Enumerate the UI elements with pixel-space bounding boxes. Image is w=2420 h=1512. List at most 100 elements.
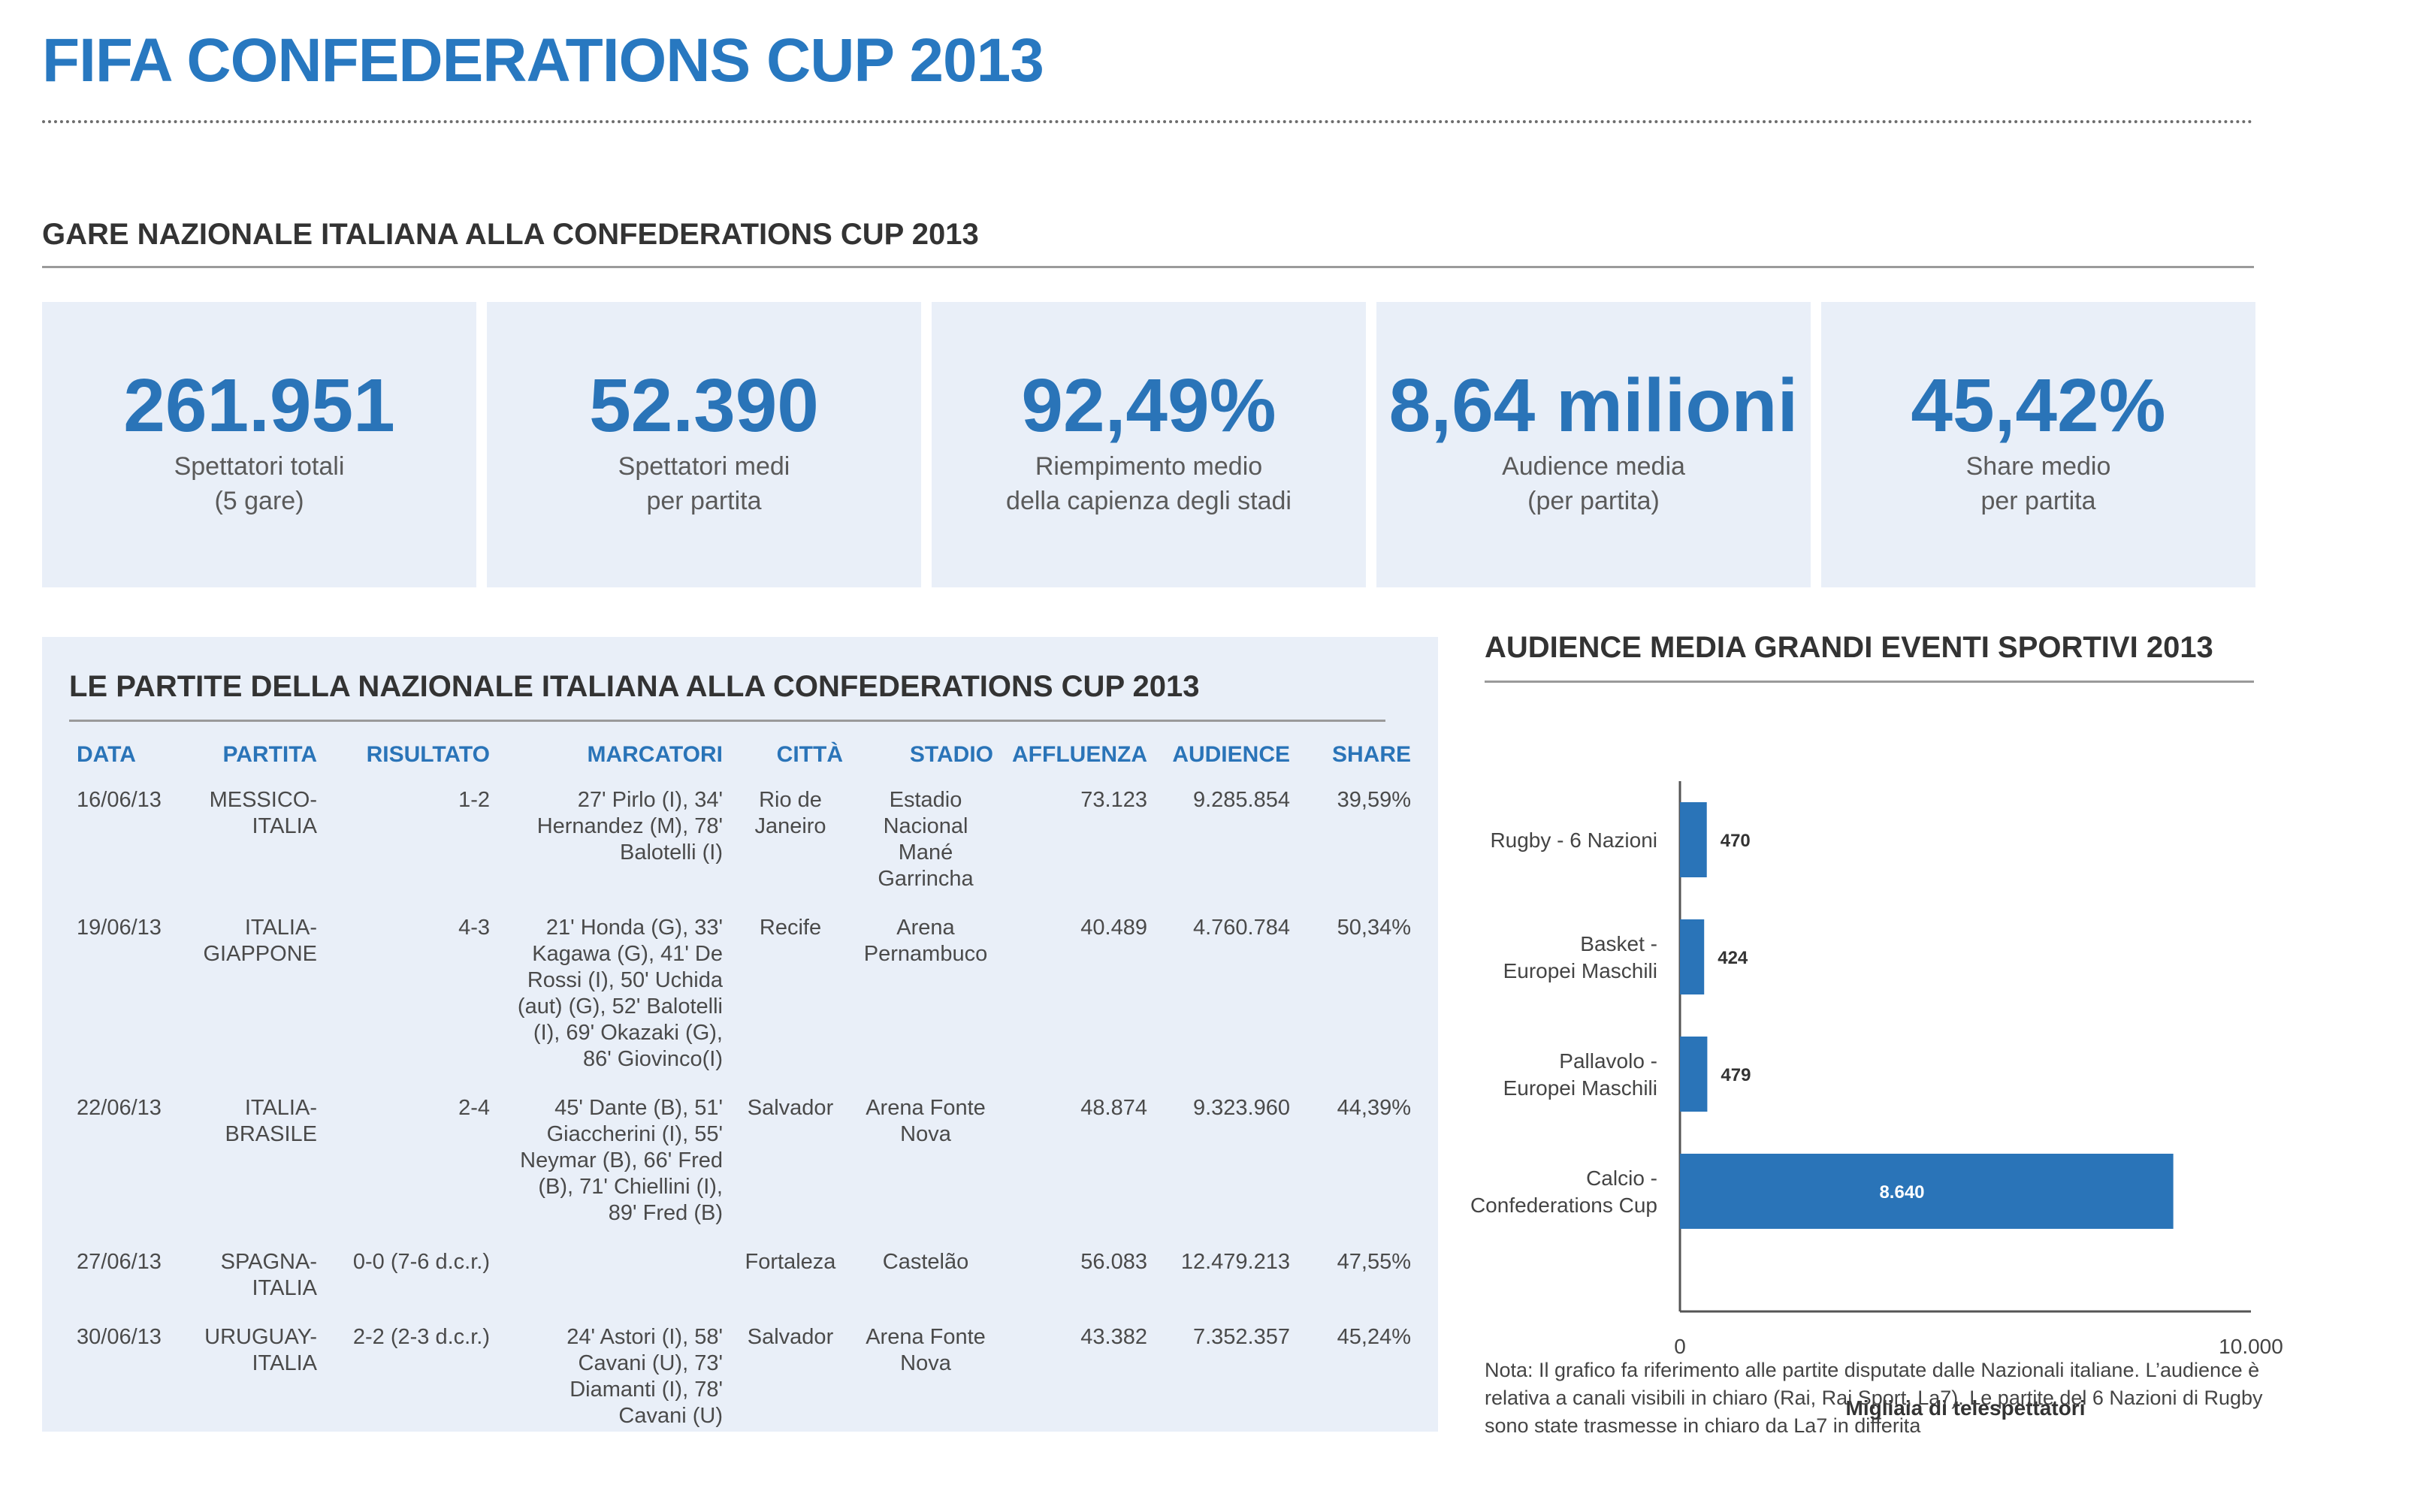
x-axis-label: Migliaia di telespettatori [1846, 1396, 2086, 1420]
column-header: AUDIENCE [1172, 742, 1290, 767]
bar [1680, 802, 1707, 877]
table-header-row: DATA PARTITA RISULTATO MARCATORI CITTÀ S… [69, 742, 1418, 787]
stat-card-stadium-fill: 92,49% Riempimento medio della capienza … [932, 302, 1366, 587]
chart-title: AUDIENCE MEDIA GRANDI EVENTI SPORTIVI 20… [1485, 631, 2213, 664]
cell-match: MESSICO- ITALIA [209, 788, 317, 838]
matches-panel: LE PARTITE DELLA NAZIONALE ITALIANA ALLA… [42, 637, 1438, 1432]
cell-date: 16/06/13 [77, 788, 162, 812]
stat-label: Share medio per partita [1965, 452, 2111, 515]
cell-match: URUGUAY- ITALIA [204, 1325, 317, 1375]
cell-share: 47,55% [1337, 1250, 1411, 1274]
matches-rule [69, 720, 1385, 722]
table-row: 27/06/13 SPAGNA- ITALIA 0-0 (7-6 d.c.r.)… [69, 1249, 1418, 1324]
stat-value: 52.390 [589, 364, 819, 448]
cell-date: 22/06/13 [77, 1096, 162, 1120]
stat-card-total-spectators: 261.951 Spettatori totali (5 gare) [42, 302, 476, 587]
cell-audience: 7.352.357 [1192, 1325, 1290, 1349]
cell-audience: 4.760.784 [1192, 916, 1290, 940]
table-row: 22/06/13 ITALIA- BRASILE 2-4 45' Dante (… [69, 1095, 1418, 1249]
stat-label: Spettatori medi per partita [618, 452, 790, 515]
cell-scorers: 21' Honda (G), 33' Kagawa (G), 41' De Ro… [517, 916, 723, 1071]
data-label: 470 [1721, 831, 1751, 851]
cell-date: 30/06/13 [77, 1325, 162, 1349]
stat-card-average-spectators: 52.390 Spettatori medi per partita [487, 302, 921, 587]
table-row: 16/06/13 MESSICO- ITALIA 1-2 27' Pirlo (… [69, 787, 1418, 915]
stat-card-average-share: 45,42% Share medio per partita [1821, 302, 2255, 587]
category-label: Basket -Europei Maschili [1503, 932, 1657, 982]
cell-share: 45,24% [1337, 1325, 1411, 1349]
cell-attendance: 56.083 [1080, 1250, 1147, 1274]
stat-label: Spettatori totali (5 gare) [174, 452, 345, 515]
cell-attendance: 40.489 [1080, 916, 1147, 940]
stat-value: 92,49% [1021, 364, 1276, 448]
x-tick-label: 0 [1674, 1335, 1686, 1358]
cell-result: 0-0 (7-6 d.c.r.) [352, 1250, 490, 1274]
column-header: CITTÀ [776, 742, 843, 767]
cell-audience: 12.479.213 [1180, 1250, 1290, 1274]
cell-city: Salvador [747, 1325, 834, 1349]
cell-share: 39,59% [1337, 788, 1411, 812]
stat-value: 45,42% [1911, 364, 2166, 448]
cell-scorers: 24' Astori (I), 58' Cavani (U), 73' Diam… [566, 1325, 723, 1428]
title-divider [42, 120, 2254, 123]
chart-footnote: Nota: Il grafico fa riferimento alle par… [1485, 1359, 2263, 1437]
audience-bar-chart: Rugby - 6 Nazioni 470 Basket -Europei Masc… [1470, 781, 2283, 1420]
cell-audience: 9.323.960 [1192, 1096, 1290, 1120]
cell-audience: 9.285.854 [1192, 788, 1290, 812]
stat-label: Audience media (per partita) [1502, 452, 1685, 515]
stat-value: 8,64 milioni [1388, 364, 1799, 448]
column-header: AFFLUENZA [1012, 742, 1147, 767]
stats-section-rule [42, 266, 2254, 268]
column-header: RISULTATO [366, 742, 490, 767]
cell-scorers: 27' Pirlo (I), 34' Hernandez (M), 78' Ba… [536, 788, 723, 865]
column-header: MARCATORI [587, 742, 723, 767]
cell-attendance: 48.874 [1080, 1096, 1147, 1120]
audience-chart-panel: AUDIENCE MEDIA GRANDI EVENTI SPORTIVI 20… [1465, 623, 2292, 1450]
category-label: Pallavolo -Europei Maschili [1503, 1049, 1657, 1100]
cell-stadium: Estadio Nacional Mané Garrincha [878, 788, 974, 891]
data-label: 479 [1721, 1065, 1751, 1085]
cell-date: 27/06/13 [77, 1250, 162, 1274]
cell-result: 1-2 [458, 788, 490, 812]
stats-section-heading: GARE NAZIONALE ITALIANA ALLA CONFEDERATI… [42, 218, 979, 251]
cell-city: Fortaleza [745, 1250, 836, 1274]
bar [1680, 1037, 1708, 1112]
cell-stadium: Arena Fonte Nova [866, 1096, 986, 1146]
cell-scorers: 45' Dante (B), 51' Giaccherini (I), 55' … [520, 1096, 723, 1225]
cell-match: SPAGNA- ITALIA [220, 1250, 317, 1300]
cell-stadium: Arena Fonte Nova [866, 1325, 986, 1375]
table-row: 30/06/13 URUGUAY- ITALIA 2-2 (2-3 d.c.r.… [69, 1324, 1418, 1452]
cell-result: 4-3 [458, 916, 490, 940]
data-label: 8.640 [1879, 1182, 1924, 1203]
stat-card-average-audience: 8,64 milioni Audience media (per partita… [1376, 302, 1811, 587]
cell-stadium: Castelão [882, 1250, 969, 1274]
data-label: 424 [1718, 948, 1748, 968]
cell-match: ITALIA- GIAPPONE [203, 916, 318, 966]
cell-city: Rio de Janeiro [754, 788, 826, 838]
cell-scorers [497, 1249, 730, 1324]
cell-result: 2-4 [458, 1096, 490, 1120]
cell-share: 50,34% [1337, 916, 1411, 940]
column-header: PARTITA [222, 742, 317, 767]
table-row: 19/06/13 ITALIA- GIAPPONE 4-3 21' Honda … [69, 915, 1418, 1095]
x-tick-label: 10.000 [2219, 1335, 2283, 1358]
cell-share: 44,39% [1337, 1096, 1411, 1120]
stat-label: Riempimento medio della capienza degli s… [1006, 452, 1292, 515]
column-header: STADIO [909, 742, 993, 767]
chart-title-rule [1485, 681, 2254, 683]
cell-date: 19/06/13 [77, 916, 162, 940]
cell-result: 2-2 (2-3 d.c.r.) [352, 1325, 490, 1349]
bar [1680, 1154, 2174, 1229]
column-header: SHARE [1331, 742, 1411, 767]
cell-stadium: Arena Pernambuco [863, 916, 988, 966]
category-label: Rugby - 6 Nazioni [1490, 828, 1657, 852]
column-header: DATA [77, 742, 136, 767]
matches-heading: LE PARTITE DELLA NAZIONALE ITALIANA ALLA… [69, 670, 1200, 703]
page-title: FIFA CONFEDERATIONS CUP 2013 [42, 26, 1044, 95]
bar [1680, 919, 1705, 994]
cell-attendance: 73.123 [1080, 788, 1147, 812]
cell-city: Recife [759, 916, 822, 940]
matches-table: DATA PARTITA RISULTATO MARCATORI CITTÀ S… [69, 742, 1418, 1452]
cell-match: ITALIA- BRASILE [225, 1096, 318, 1146]
stat-value: 261.951 [123, 364, 395, 448]
